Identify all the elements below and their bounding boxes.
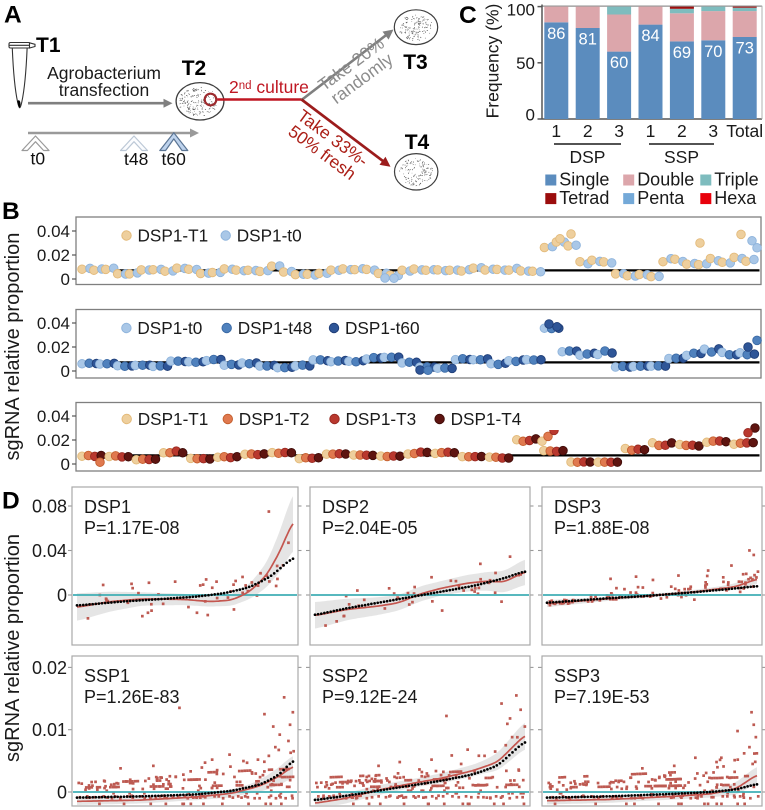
svg-text:DSP1-T1: DSP1-T1 [138,226,209,246]
svg-text:DSP1-t0: DSP1-t0 [137,318,202,338]
svg-text:0.02: 0.02 [37,431,70,450]
svg-text:DSP1-T2: DSP1-T2 [239,409,310,429]
svg-text:0.01: 0.01 [32,720,67,740]
svg-text:DSP2: DSP2 [322,497,369,517]
svg-text:DSP: DSP [570,147,606,167]
svg-text:0: 0 [57,586,67,606]
svg-text:t60: t60 [162,149,187,169]
svg-text:T1: T1 [36,34,61,57]
svg-text:0.02: 0.02 [37,246,70,265]
svg-text:P=1.26E-83: P=1.26E-83 [84,687,180,707]
svg-text:Tetrad: Tetrad [559,188,609,208]
svg-text:2nd culture: 2nd culture [229,77,309,97]
svg-text:t0: t0 [31,149,46,169]
svg-text:DSP1-t48: DSP1-t48 [238,318,313,338]
svg-text:0: 0 [61,455,70,474]
svg-text:86: 86 [547,25,565,43]
svg-text:D: D [2,488,20,515]
svg-text:84: 84 [641,27,659,45]
svg-text:Frequency (%): Frequency (%) [483,4,503,119]
svg-text:SSP: SSP [664,147,699,167]
svg-text:DSP1-T1: DSP1-T1 [138,409,209,429]
svg-text:3: 3 [708,121,718,141]
svg-text:DSP1-T4: DSP1-T4 [451,409,522,429]
svg-text:C: C [459,2,477,29]
svg-text:Triple: Triple [714,170,758,190]
svg-text:50: 50 [516,54,535,73]
svg-text:B: B [2,198,20,225]
svg-text:DSP3: DSP3 [554,497,601,517]
svg-text:1: 1 [646,121,656,141]
svg-text:DSP1: DSP1 [84,497,131,517]
svg-text:SSP1: SSP1 [84,666,130,686]
svg-text:T2: T2 [182,57,207,80]
svg-text:Penta: Penta [637,188,685,208]
svg-text:P=7.19E-53: P=7.19E-53 [554,687,650,707]
svg-text:81: 81 [579,31,597,49]
svg-text:SSP3: SSP3 [554,666,600,686]
svg-text:DSP1-t60: DSP1-t60 [345,318,420,338]
svg-text:0.04: 0.04 [37,407,70,426]
svg-text:69: 69 [673,44,691,62]
svg-text:Total: Total [726,121,763,141]
svg-text:0.02: 0.02 [37,338,70,357]
svg-text:DSP1-t0: DSP1-t0 [237,226,302,246]
svg-text:Double: Double [637,170,694,190]
svg-text:0.04: 0.04 [32,541,67,561]
svg-text:Single: Single [559,170,609,190]
svg-text:T4: T4 [405,131,430,154]
svg-text:A: A [4,2,22,29]
svg-text:2: 2 [677,121,687,141]
svg-text:P=9.12E-24: P=9.12E-24 [322,687,418,707]
svg-text:0.02: 0.02 [32,658,67,678]
svg-text:transfection: transfection [59,80,149,100]
svg-text:Agrobacterium: Agrobacterium [47,63,161,83]
svg-text:SSP2: SSP2 [322,666,368,686]
svg-text:t48: t48 [124,149,148,169]
svg-text:2: 2 [583,121,593,141]
svg-text:3: 3 [614,121,624,141]
svg-text:60: 60 [610,54,628,72]
svg-text:0.04: 0.04 [37,314,70,333]
svg-text:0: 0 [61,362,70,381]
svg-text:P=2.04E-05: P=2.04E-05 [322,518,418,538]
svg-text:DSP1-T3: DSP1-T3 [346,409,417,429]
svg-text:sgRNA relative proportion: sgRNA relative proportion [2,534,24,762]
svg-text:P=1.17E-08: P=1.17E-08 [84,518,180,538]
svg-text:0: 0 [57,783,67,803]
svg-text:0: 0 [526,106,535,125]
svg-text:0: 0 [61,270,70,289]
svg-text:70: 70 [704,43,722,61]
svg-text:0.08: 0.08 [32,497,67,517]
svg-text:1: 1 [551,121,561,141]
svg-text:T3: T3 [403,51,428,74]
svg-text:73: 73 [736,39,754,57]
svg-text:P=1.88E-08: P=1.88E-08 [554,518,650,538]
svg-text:Hexa: Hexa [714,188,757,208]
svg-text:sgRNA relative proportion: sgRNA relative proportion [2,233,24,461]
svg-text:100: 100 [507,1,535,20]
svg-text:0.04: 0.04 [37,222,70,241]
